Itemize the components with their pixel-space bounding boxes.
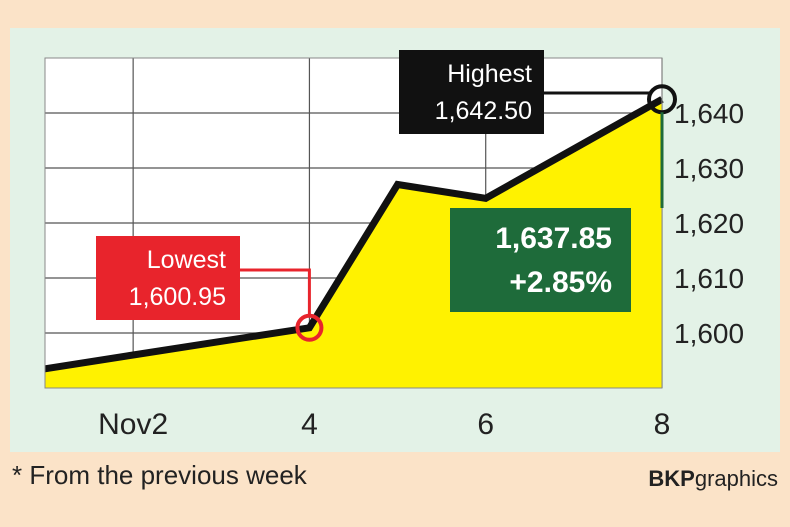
credit: BKPgraphics	[648, 466, 778, 492]
x-tick-label: 6	[477, 408, 494, 441]
highest-value: 1,642.50	[435, 97, 532, 125]
x-tick-label: 4	[301, 408, 318, 441]
highest-title: Highest	[447, 60, 532, 88]
lowest-annotation: Lowest 1,600.95	[96, 236, 324, 342]
highest-label-box	[399, 50, 544, 134]
lowest-leader-line	[240, 268, 311, 316]
latest-annotation: 1,637.85 +2.85%	[450, 112, 664, 312]
credit-suffix: graphics	[694, 466, 778, 491]
y-axis-ticks: 1,600 1,610 1,620 1,630 1,640	[674, 98, 744, 349]
y-tick-label: 1,610	[674, 263, 744, 294]
x-tick-label: 8	[654, 408, 671, 441]
latest-value: 1,637.85	[495, 222, 612, 255]
y-tick-label: 1,600	[674, 318, 744, 349]
latest-label-box	[450, 208, 631, 312]
area-fill	[45, 99, 662, 389]
lowest-title: Lowest	[147, 246, 226, 274]
series-line	[44, 96, 664, 373]
x-axis-ticks: Nov2 4 6 8	[98, 408, 670, 441]
x-tick-label: Nov2	[98, 408, 168, 441]
y-tick-label: 1,640	[674, 98, 744, 129]
credit-brand: BKP	[648, 466, 695, 491]
lowest-label-box	[96, 236, 240, 320]
y-tick-label: 1,630	[674, 153, 744, 184]
highest-annotation: Highest 1,642.50	[399, 50, 677, 134]
plot-border	[44, 57, 663, 389]
latest-change: +2.85%	[509, 266, 612, 299]
footnote: * From the previous week	[12, 460, 307, 490]
lowest-marker	[295, 313, 324, 342]
lowest-value: 1,600.95	[129, 283, 226, 311]
y-tick-label: 1,620	[674, 208, 744, 239]
line-area-chart: 1,600 1,610 1,620 1,630 1,640 Nov2 4 6 8 Lowest…	[10, 28, 780, 452]
